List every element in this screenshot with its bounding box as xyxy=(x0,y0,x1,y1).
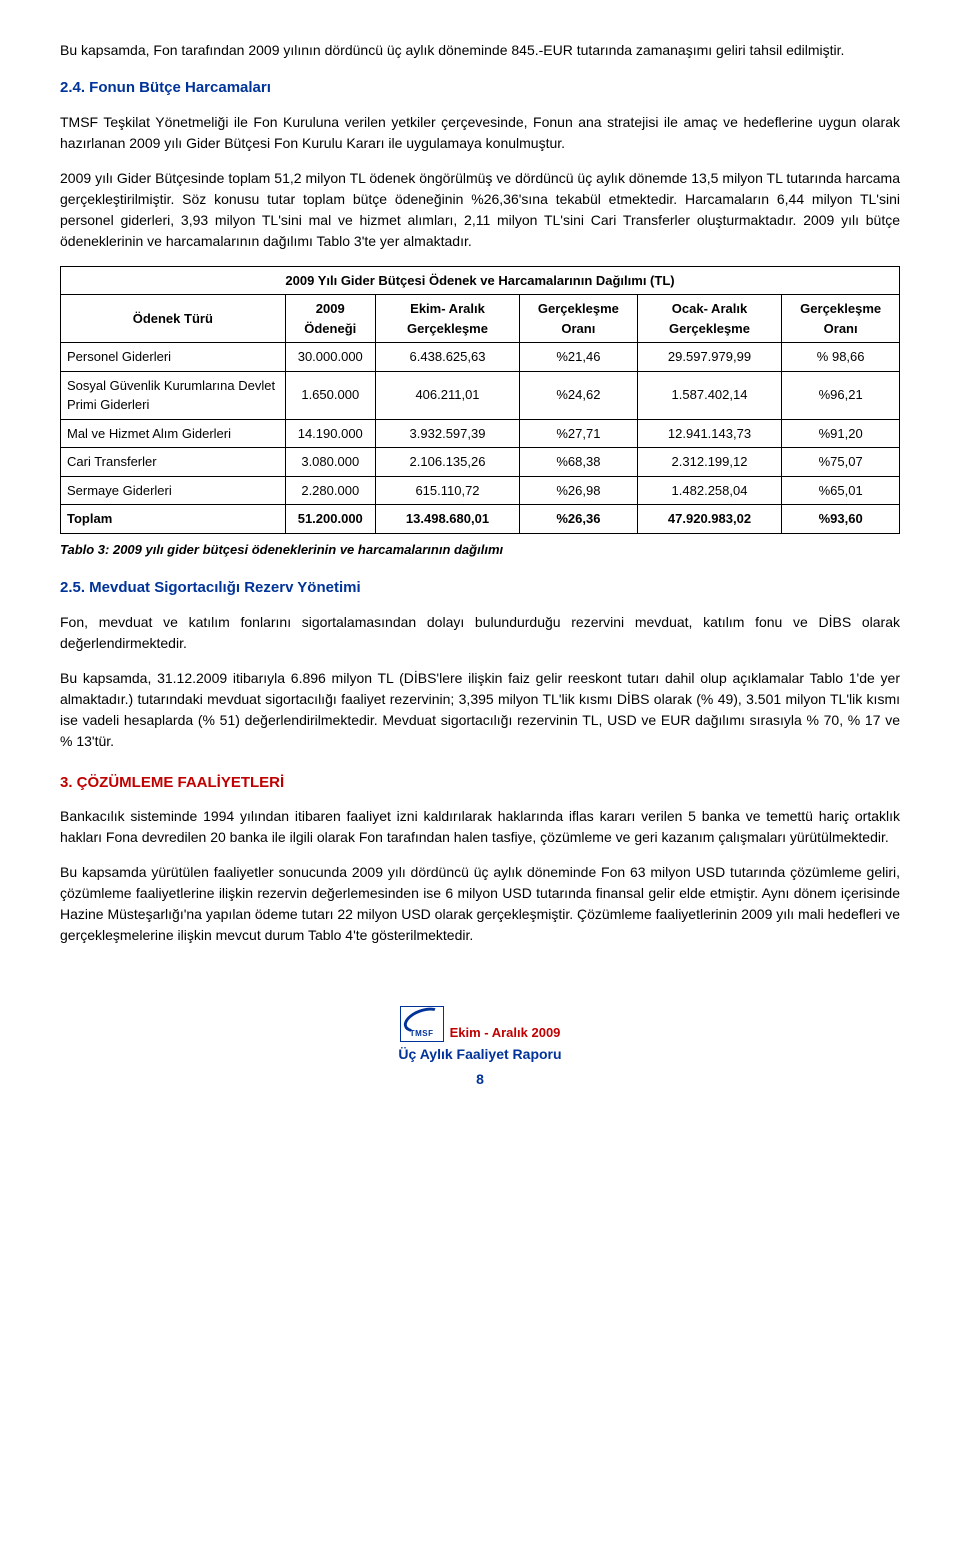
sec24-p1: TMSF Teşkilat Yönetmeliği ile Fon Kurulu… xyxy=(60,112,900,154)
cell: 6.438.625,63 xyxy=(375,343,519,372)
cell: 51.200.000 xyxy=(285,505,375,534)
table-caption: Tablo 3: 2009 yılı gider bütçesi ödenekl… xyxy=(60,540,900,560)
table-row: Sosyal Güvenlik Kurumlarına Devlet Primi… xyxy=(61,371,900,419)
cell: 29.597.979,99 xyxy=(637,343,782,372)
cell: %96,21 xyxy=(782,371,900,419)
table-row: Personel Giderleri 30.000.000 6.438.625,… xyxy=(61,343,900,372)
page-number: 8 xyxy=(60,1069,900,1090)
table-row: Cari Transferler 3.080.000 2.106.135,26 … xyxy=(61,448,900,477)
heading-3: 3. ÇÖZÜMLEME FAALİYETLERİ xyxy=(60,772,900,795)
cell: 2.312.199,12 xyxy=(637,448,782,477)
th-oran1: Gerçekleşme Oranı xyxy=(520,295,638,343)
tmsf-logo-icon: TMSF xyxy=(400,1006,444,1042)
sec24-p2: 2009 yılı Gider Bütçesinde toplam 51,2 m… xyxy=(60,168,900,252)
cell: 3.080.000 xyxy=(285,448,375,477)
budget-table: 2009 Yılı Gider Bütçesi Ödenek ve Harcam… xyxy=(60,266,900,534)
cell: 2.280.000 xyxy=(285,476,375,505)
cell-total-label: Toplam xyxy=(61,505,286,534)
cell: %91,20 xyxy=(782,419,900,448)
footer-report-title: Üç Aylık Faaliyet Raporu xyxy=(60,1044,900,1065)
cell: 47.920.983,02 xyxy=(637,505,782,534)
sec25-p2: Bu kapsamda, 31.12.2009 itibarıyla 6.896… xyxy=(60,668,900,752)
cell: % 98,66 xyxy=(782,343,900,372)
table-title: 2009 Yılı Gider Bütçesi Ödenek ve Harcam… xyxy=(61,266,900,295)
cell: 1.482.258,04 xyxy=(637,476,782,505)
th-ocak: Ocak- Aralık Gerçekleşme xyxy=(637,295,782,343)
sec25-p1: Fon, mevduat ve katılım fonlarını sigort… xyxy=(60,612,900,654)
cell: 2.106.135,26 xyxy=(375,448,519,477)
th-type: Ödenek Türü xyxy=(61,295,286,343)
th-ekim: Ekim- Aralık Gerçekleşme xyxy=(375,295,519,343)
heading-2-4: 2.4. Fonun Bütçe Harcamaları xyxy=(60,77,900,100)
footer-period: Ekim - Aralık 2009 xyxy=(450,1023,561,1043)
cell: %21,46 xyxy=(520,343,638,372)
sec3-p1: Bankacılık sisteminde 1994 yılından itib… xyxy=(60,806,900,848)
cell: 14.190.000 xyxy=(285,419,375,448)
cell: %65,01 xyxy=(782,476,900,505)
cell: %26,98 xyxy=(520,476,638,505)
sec3-p2: Bu kapsamda yürütülen faaliyetler sonucu… xyxy=(60,862,900,946)
cell-label: Personel Giderleri xyxy=(61,343,286,372)
cell-label: Sosyal Güvenlik Kurumlarına Devlet Primi… xyxy=(61,371,286,419)
table-total-row: Toplam 51.200.000 13.498.680,01 %26,36 4… xyxy=(61,505,900,534)
cell: 30.000.000 xyxy=(285,343,375,372)
th-oran2: Gerçekleşme Oranı xyxy=(782,295,900,343)
cell: %24,62 xyxy=(520,371,638,419)
cell: %26,36 xyxy=(520,505,638,534)
logo-text: TMSF xyxy=(401,1028,443,1040)
cell: 12.941.143,73 xyxy=(637,419,782,448)
cell: 3.932.597,39 xyxy=(375,419,519,448)
cell: 13.498.680,01 xyxy=(375,505,519,534)
heading-2-5: 2.5. Mevduat Sigortacılığı Rezerv Yöneti… xyxy=(60,577,900,600)
cell: %93,60 xyxy=(782,505,900,534)
cell: 1.650.000 xyxy=(285,371,375,419)
cell: 406.211,01 xyxy=(375,371,519,419)
cell-label: Sermaye Giderleri xyxy=(61,476,286,505)
page-footer: TMSF Ekim - Aralık 2009 Üç Aylık Faaliye… xyxy=(60,1006,900,1090)
cell: 615.110,72 xyxy=(375,476,519,505)
intro-paragraph: Bu kapsamda, Fon tarafından 2009 yılının… xyxy=(60,40,900,61)
cell: 1.587.402,14 xyxy=(637,371,782,419)
cell: %75,07 xyxy=(782,448,900,477)
cell: %27,71 xyxy=(520,419,638,448)
cell-label: Mal ve Hizmet Alım Giderleri xyxy=(61,419,286,448)
cell: %68,38 xyxy=(520,448,638,477)
table-row: Mal ve Hizmet Alım Giderleri 14.190.000 … xyxy=(61,419,900,448)
cell-label: Cari Transferler xyxy=(61,448,286,477)
table-row: Sermaye Giderleri 2.280.000 615.110,72 %… xyxy=(61,476,900,505)
th-2009: 2009 Ödeneği xyxy=(285,295,375,343)
